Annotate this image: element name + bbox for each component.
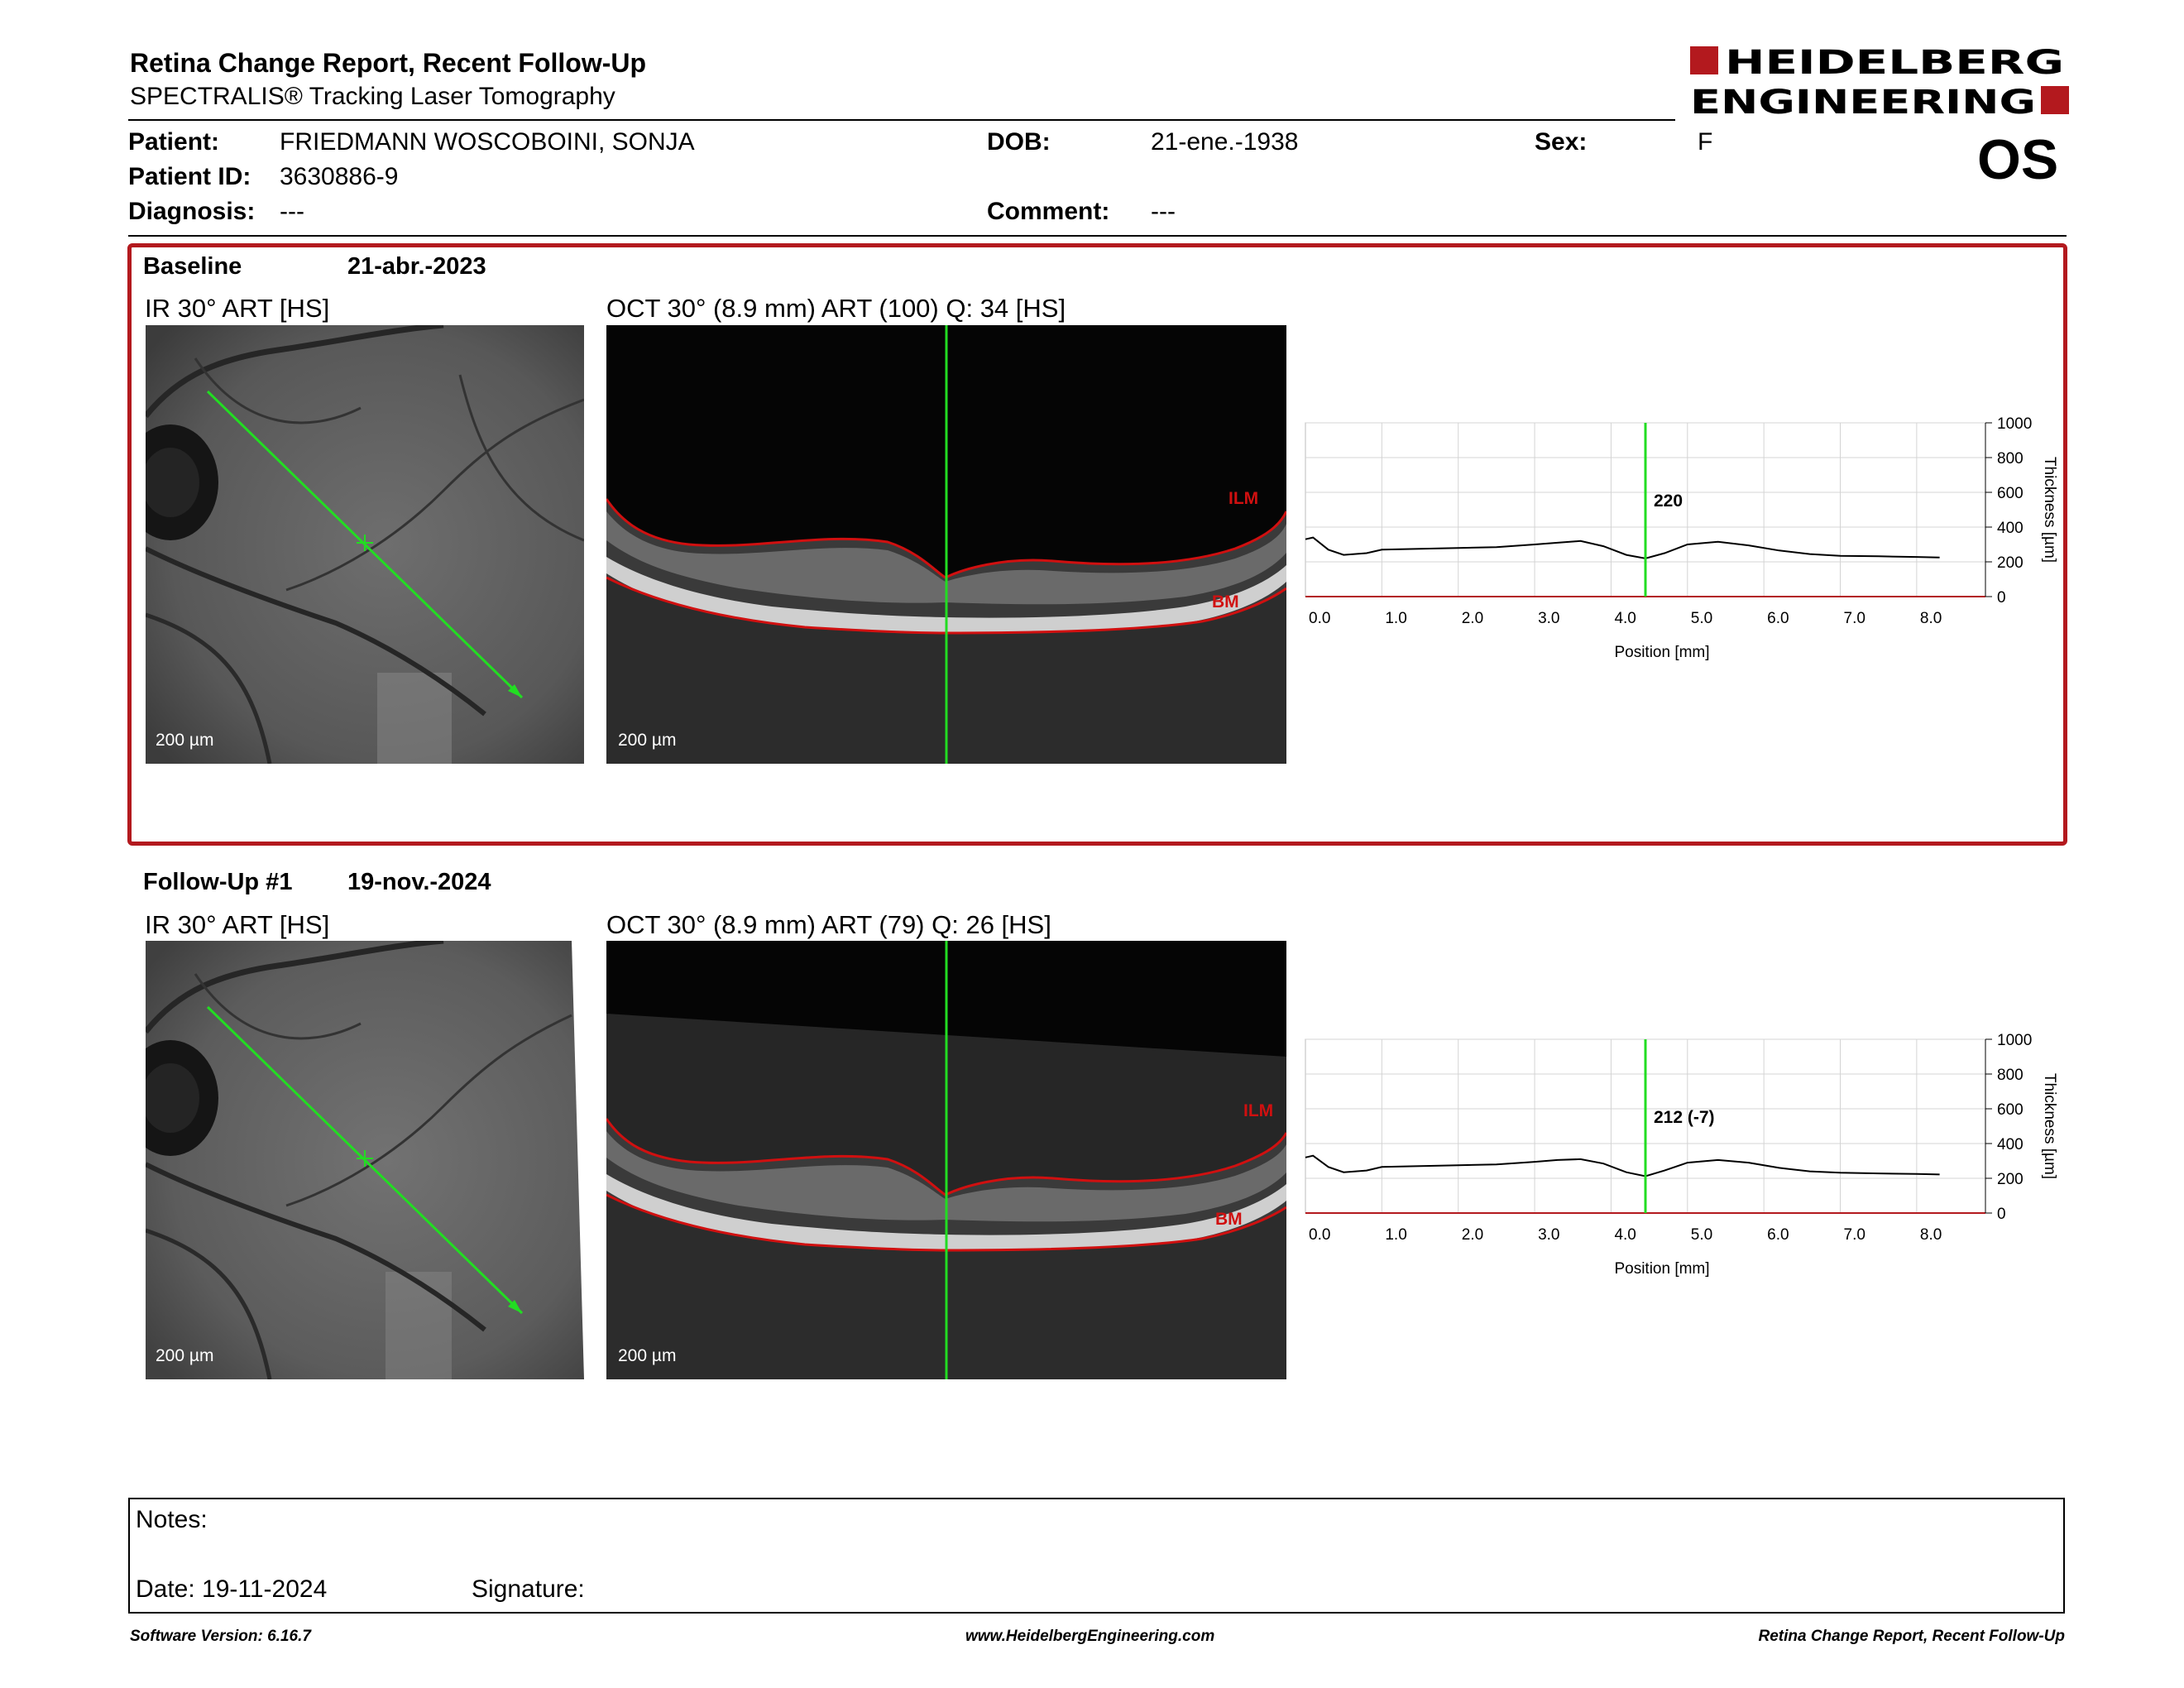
- x-tick-label: 6.0: [1767, 1226, 1789, 1244]
- svg-text:ENGINEERING: ENGINEERING: [1690, 84, 2036, 116]
- scale-bar-label: 200 µm: [156, 1346, 214, 1365]
- oct-scale-bar: 200 µm: [618, 731, 676, 750]
- footer-report-title: Retina Change Report, Recent Follow-Up: [1758, 1628, 2065, 1645]
- bm-label: BM: [1215, 1210, 1243, 1229]
- website-link[interactable]: www.HeidelbergEngineering.com: [965, 1628, 1215, 1645]
- comment-label: Comment:: [987, 198, 1110, 225]
- scale-bar-label: 200 µm: [618, 731, 677, 750]
- x-tick-label: 4.0: [1614, 610, 1636, 627]
- y-tick-label: 200: [1997, 554, 2024, 572]
- x-tick-label: 7.0: [1844, 610, 1866, 627]
- cursor-value-label: 220: [1654, 492, 1683, 511]
- x-tick-label: 2.0: [1462, 610, 1483, 627]
- heidelberg-logo: HEIDELBERG ENGINEERING: [1690, 46, 2069, 116]
- sex-label: Sex:: [1535, 128, 1588, 156]
- eye-indicator: OS: [1977, 128, 2059, 191]
- patient-id-label: Patient ID:: [128, 163, 251, 190]
- oct-image-title: OCT 30° (8.9 mm) ART (100) Q: 34 [HS]: [606, 294, 1066, 323]
- y-axis-label: Thickness [µm]: [2041, 457, 2058, 563]
- ir-fundus-image[interactable]: 200 µm: [146, 325, 584, 764]
- notes-label: Notes:: [136, 1506, 208, 1533]
- y-tick-label: 400: [1997, 520, 2024, 537]
- x-tick-label: 1.0: [1385, 610, 1406, 627]
- ir-image-title: IR 30° ART [HS]: [145, 910, 330, 939]
- ir-scale-bar: 200 µm: [156, 731, 213, 750]
- y-tick-label: 1000: [1997, 1032, 2032, 1049]
- x-tick-label: 6.0: [1767, 610, 1789, 627]
- scale-bar-label: 200 µm: [156, 731, 214, 750]
- ilm-label: ILM: [1243, 1101, 1274, 1120]
- exam-date: 19-nov.-2024: [347, 869, 491, 895]
- x-tick-label: 5.0: [1691, 610, 1712, 627]
- ir-scale-bar: 200 µm: [156, 1346, 213, 1366]
- ir-fundus-image[interactable]: 200 µm: [146, 941, 584, 1379]
- exam-label: Baseline: [143, 253, 242, 280]
- x-axis-label: Position [mm]: [1614, 1260, 1709, 1278]
- ir-image-title: IR 30° ART [HS]: [145, 294, 330, 323]
- ilm-label: ILM: [1228, 489, 1259, 508]
- patient-name: FRIEDMANN WOSCOBOINI, SONJA: [280, 128, 695, 156]
- dob-value: 21-ene.-1938: [1151, 128, 1299, 156]
- scale-bar-label: 200 µm: [618, 1346, 677, 1365]
- y-tick-label: 400: [1997, 1136, 2024, 1153]
- thickness-profile-chart: 0 200 400 600 800 1000 0.0 1.0 2.0 3.0 4.0 5.0 6.0 7.…: [1305, 415, 2058, 661]
- notes-box[interactable]: Notes: Date: 19-11-2024 Signature:: [128, 1498, 2065, 1614]
- signature-label: Signature:: [472, 1575, 585, 1603]
- x-tick-label: 7.0: [1844, 1226, 1866, 1244]
- software-version: Software Version: 6.16.7: [130, 1628, 311, 1645]
- diagnosis-value: ---: [280, 198, 304, 225]
- sex-value: F: [1698, 128, 1713, 156]
- patient-label: Patient:: [128, 128, 220, 156]
- x-tick-label: 5.0: [1691, 1226, 1712, 1244]
- cursor-value-label: 212 (-7): [1654, 1108, 1715, 1127]
- diagnosis-label: Diagnosis:: [128, 198, 256, 225]
- report-title: Retina Change Report, Recent Follow-Up: [130, 48, 647, 78]
- x-tick-label: 3.0: [1538, 1226, 1559, 1244]
- header-rule: [128, 119, 1675, 121]
- bm-label: BM: [1212, 592, 1239, 611]
- y-tick-label: 600: [1997, 485, 2024, 502]
- thickness-series-line: [1305, 1154, 1940, 1177]
- thickness-profile-chart: 0 200 400 600 800 1000 0.0 1.0 2.0 3.0 4.0 5.0 6.0 7.…: [1305, 1032, 2058, 1278]
- y-tick-label: 800: [1997, 1067, 2024, 1084]
- notes-date: Date: 19-11-2024: [136, 1575, 328, 1603]
- y-tick-label: 600: [1997, 1101, 2024, 1119]
- x-tick-label: 8.0: [1920, 610, 1942, 627]
- oct-bscan-image[interactable]: ILM BM 200 µm: [606, 941, 1286, 1379]
- x-tick-label: 2.0: [1462, 1226, 1483, 1244]
- info-rule: [128, 235, 2067, 237]
- report-subtitle: SPECTRALIS® Tracking Laser Tomography: [130, 83, 615, 110]
- exam-date: 21-abr.-2023: [347, 253, 486, 280]
- y-tick-label: 1000: [1997, 415, 2032, 433]
- y-tick-label: 200: [1997, 1171, 2024, 1188]
- x-tick-label: 0.0: [1309, 610, 1330, 627]
- patient-id: 3630886-9: [280, 163, 399, 190]
- dob-label: DOB:: [987, 128, 1051, 156]
- y-tick-label: 800: [1997, 450, 2024, 468]
- oct-bscan-image[interactable]: ILM BM 200 µm: [606, 325, 1286, 764]
- y-axis-label: Thickness [µm]: [2041, 1073, 2058, 1179]
- x-tick-label: 1.0: [1385, 1226, 1406, 1244]
- x-tick-label: 8.0: [1920, 1226, 1942, 1244]
- x-tick-label: 0.0: [1309, 1226, 1330, 1244]
- baseline-highlight-box: [127, 243, 2067, 846]
- x-axis-label: Position [mm]: [1614, 644, 1709, 661]
- y-tick-label: 0: [1997, 589, 2006, 607]
- x-tick-label: 3.0: [1538, 610, 1559, 627]
- comment-value: ---: [1151, 198, 1176, 225]
- x-tick-label: 4.0: [1614, 1226, 1636, 1244]
- thickness-series-line: [1305, 536, 1940, 559]
- oct-scale-bar: 200 µm: [618, 1346, 676, 1366]
- exam-label: Follow-Up #1: [143, 869, 293, 895]
- svg-text:HEIDELBERG: HEIDELBERG: [1725, 46, 2064, 82]
- oct-image-title: OCT 30° (8.9 mm) ART (79) Q: 26 [HS]: [606, 910, 1051, 939]
- y-tick-label: 0: [1997, 1206, 2006, 1223]
